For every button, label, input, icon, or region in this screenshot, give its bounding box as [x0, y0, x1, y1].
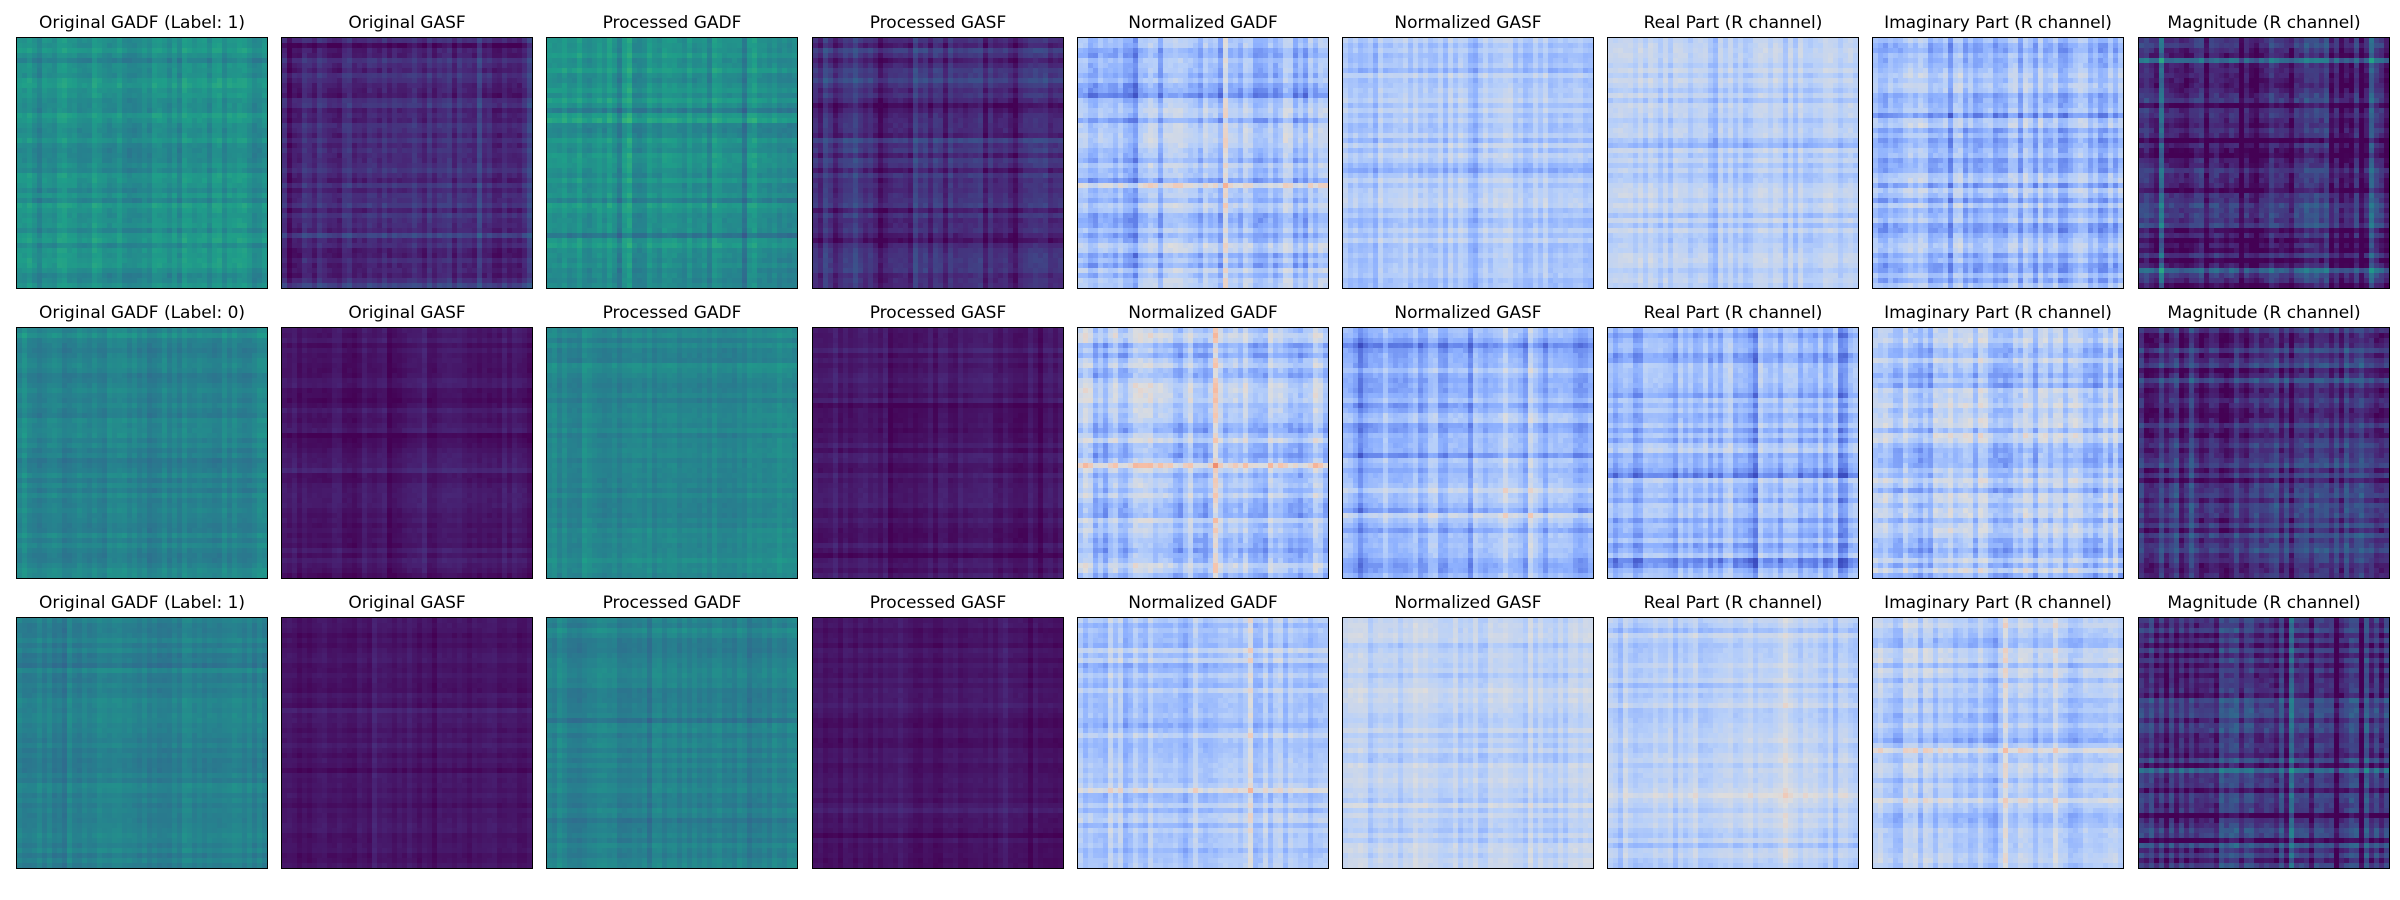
- matrix-heatmap: [813, 618, 1063, 868]
- matrix-heatmap: [2139, 618, 2389, 868]
- panel-title: Processed GADF: [526, 300, 818, 326]
- matrix-image: [1607, 37, 1859, 289]
- panel-title: Processed GADF: [526, 590, 818, 616]
- panel-title: Normalized GADF: [1057, 10, 1349, 36]
- panel-title: Real Part (R channel): [1587, 590, 1879, 616]
- matrix-image: [1077, 37, 1329, 289]
- matrix-image: [812, 617, 1064, 869]
- matrix-image: [1872, 617, 2124, 869]
- matrix-heatmap: [2139, 38, 2389, 288]
- matrix-heatmap: [1873, 618, 2123, 868]
- panel-title: Processed GADF: [526, 10, 818, 36]
- matrix-heatmap: [282, 38, 532, 288]
- panel-title: Normalized GADF: [1057, 590, 1349, 616]
- matrix-heatmap: [547, 618, 797, 868]
- matrix-heatmap: [547, 38, 797, 288]
- panel-title: Processed GASF: [792, 10, 1084, 36]
- matrix-image: [546, 327, 798, 579]
- matrix-image: [812, 37, 1064, 289]
- matrix-image: [2138, 327, 2390, 579]
- panel-title: Normalized GASF: [1322, 590, 1614, 616]
- matrix-image: [281, 37, 533, 289]
- matrix-heatmap: [1343, 38, 1593, 288]
- panel-title: Imaginary Part (R channel): [1852, 590, 2144, 616]
- matrix-image: [1077, 617, 1329, 869]
- matrix-heatmap: [1608, 618, 1858, 868]
- matrix-image: [2138, 617, 2390, 869]
- panel-title: Original GASF: [261, 590, 553, 616]
- matrix-image: [1872, 37, 2124, 289]
- matrix-heatmap: [1873, 328, 2123, 578]
- matrix-image: [16, 617, 268, 869]
- matrix-heatmap: [813, 38, 1063, 288]
- panel-title: Magnitude (R channel): [2118, 300, 2400, 326]
- panel-title: Magnitude (R channel): [2118, 10, 2400, 36]
- matrix-image: [1607, 617, 1859, 869]
- panel-title: Original GADF (Label: 0): [0, 300, 288, 326]
- matrix-image: [1077, 327, 1329, 579]
- matrix-heatmap: [1343, 618, 1593, 868]
- matrix-image: [16, 327, 268, 579]
- panel-title: Normalized GADF: [1057, 300, 1349, 326]
- matrix-heatmap: [1608, 38, 1858, 288]
- panel-title: Imaginary Part (R channel): [1852, 300, 2144, 326]
- matrix-image: [1342, 327, 1594, 579]
- panel-title: Imaginary Part (R channel): [1852, 10, 2144, 36]
- matrix-image: [16, 37, 268, 289]
- matrix-image: [1342, 37, 1594, 289]
- matrix-image: [2138, 37, 2390, 289]
- matrix-heatmap: [1873, 38, 2123, 288]
- matrix-image: [1342, 617, 1594, 869]
- matrix-image: [546, 617, 798, 869]
- matrix-heatmap: [17, 328, 267, 578]
- matrix-image: [546, 37, 798, 289]
- panel-title: Magnitude (R channel): [2118, 590, 2400, 616]
- matrix-heatmap: [1078, 38, 1328, 288]
- matrix-heatmap: [282, 618, 532, 868]
- panel-title: Processed GASF: [792, 590, 1084, 616]
- panel-title: Original GASF: [261, 300, 553, 326]
- matrix-heatmap: [1608, 328, 1858, 578]
- matrix-heatmap: [17, 38, 267, 288]
- matrix-heatmap: [813, 328, 1063, 578]
- matrix-heatmap: [1343, 328, 1593, 578]
- matrix-heatmap: [547, 328, 797, 578]
- matrix-heatmap: [17, 618, 267, 868]
- matrix-image: [281, 327, 533, 579]
- panel-title: Normalized GASF: [1322, 300, 1614, 326]
- matrix-heatmap: [2139, 328, 2389, 578]
- matrix-heatmap: [1078, 328, 1328, 578]
- panel-title: Original GADF (Label: 1): [0, 590, 288, 616]
- panel-title: Original GASF: [261, 10, 553, 36]
- panel-title: Normalized GASF: [1322, 10, 1614, 36]
- matrix-heatmap: [282, 328, 532, 578]
- matrix-image: [281, 617, 533, 869]
- matrix-image: [1607, 327, 1859, 579]
- matrix-image: [812, 327, 1064, 579]
- panel-title: Processed GASF: [792, 300, 1084, 326]
- panel-title: Real Part (R channel): [1587, 10, 1879, 36]
- panel-title: Original GADF (Label: 1): [0, 10, 288, 36]
- matrix-heatmap: [1078, 618, 1328, 868]
- matrix-image: [1872, 327, 2124, 579]
- panel-title: Real Part (R channel): [1587, 300, 1879, 326]
